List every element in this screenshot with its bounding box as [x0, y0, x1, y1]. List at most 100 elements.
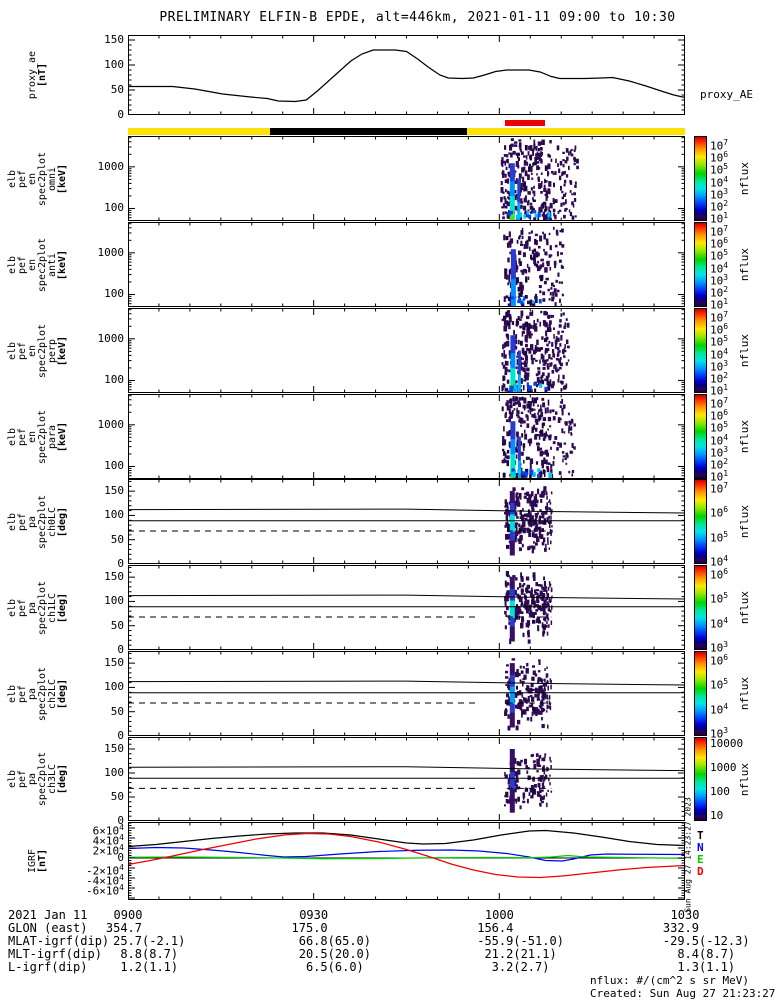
colorbar-pa_ch1LC — [694, 565, 707, 650]
axis-label-text-proxy_ae: proxy_ae [nT] — [27, 51, 48, 99]
superscript: 7 — [723, 396, 729, 405]
colorbar-label-en_omni: 102 — [710, 198, 729, 214]
orbit-bar-segment — [270, 128, 467, 135]
nflux-label: nflux — [738, 333, 752, 368]
footer-value: 8.8 — [120, 947, 142, 961]
colorbar-label-pa_ch2LC: 106 — [710, 653, 729, 668]
superscript: 2 — [723, 198, 729, 208]
ytick-label-pa_ch1LC: 50 — [110, 618, 124, 632]
created-timestamp-note: Created: Sun Aug 27 21:23:27 2023 — [590, 987, 775, 1000]
superscript: 6 — [723, 408, 729, 418]
footer-value-paren: (-2.1) — [142, 934, 186, 948]
axis-label-text-pa_ch3LC: elb pef pa spec2plot ch3LC [deg] — [7, 752, 68, 806]
panel-pa_ch0LC — [128, 479, 685, 564]
ytick-label-igrf: -4×104 — [86, 873, 124, 888]
panel-en_para — [128, 394, 685, 479]
vertical-timestamp: Sun Aug 27 14:23:27 2023 — [683, 797, 693, 913]
footer-value-paren: (6.0) — [327, 960, 364, 974]
colorbar-label-pa_ch2LC: 105 — [710, 677, 729, 692]
superscript: 5 — [723, 591, 729, 601]
superscript: 5 — [723, 529, 729, 539]
footer-value: 66.8 — [298, 934, 328, 948]
colorbar-title-pa_ch2LC: nflux — [736, 651, 754, 736]
ytick-label-igrf: 4×104 — [92, 833, 124, 848]
superscript: 1 — [723, 211, 729, 220]
axis-label-pa_ch2LC: elb pef pa spec2plot ch2LC [deg] — [4, 651, 72, 736]
axis-label-pa_ch0LC: elb pef pa spec2plot ch0LC [deg] — [4, 479, 72, 564]
axis-label-en_anti: elb pef en spec2plot anti [keV] — [4, 222, 72, 307]
axis-unit-label: [keV] — [57, 335, 68, 366]
axis-unit-label: [deg] — [57, 763, 68, 795]
colorbar-label-en_anti: 107 — [710, 224, 729, 239]
colorbar-label-en_perp: 105 — [710, 334, 729, 349]
superscript: 4 — [723, 260, 729, 270]
superscript: 1 — [723, 297, 729, 306]
axis-label-text-igrf: IGRF [nT] — [27, 849, 48, 873]
superscript: 4 — [723, 554, 729, 563]
colorbar-label-pa_ch3LC: 1000 — [710, 761, 737, 774]
footer-value-paren: (65.0) — [327, 934, 371, 948]
colorbar-label-pa_ch2LC: 103 — [710, 726, 729, 741]
ytick-label-pa_ch3LC: 150 — [104, 742, 124, 755]
colorbar-title-en_perp: nflux — [736, 308, 754, 393]
footer-value: -29.5 — [662, 934, 699, 948]
colorbar-label-en_perp: 102 — [710, 370, 729, 386]
ytick-label-proxy_ae: 100 — [104, 58, 124, 71]
burst-interval-marker — [505, 120, 545, 126]
superscript: 7 — [723, 481, 729, 490]
ytick-label-pa_ch2LC: 100 — [104, 680, 124, 694]
superscript: 5 — [723, 420, 729, 430]
colorbar-label-en_perp: 101 — [710, 383, 729, 398]
superscript: 4 — [119, 863, 124, 872]
axis-label-en_perp: elb pef en spec2plot perp [keV] — [4, 308, 72, 393]
superscript: 4 — [723, 615, 729, 625]
ytick-label-en_para: 100 — [104, 459, 124, 473]
superscript: 6 — [723, 567, 729, 576]
ytick-label-pa_ch1LC: 0 — [117, 643, 124, 656]
footer-value: 3.2 — [491, 960, 514, 974]
colorbar-label-pa_ch1LC: 106 — [710, 567, 729, 582]
footer-value-paren: (-12.3) — [699, 934, 750, 948]
footer-value: -55.9 — [477, 934, 514, 948]
colorbar-label-pa_ch0LC: 104 — [710, 554, 729, 569]
superscript: 7 — [723, 310, 729, 319]
panel-pa_ch3LC — [128, 737, 685, 821]
panel-en_anti — [128, 222, 685, 307]
colorbar-label-pa_ch0LC: 105 — [710, 529, 729, 545]
panel-igrf — [128, 822, 685, 900]
colorbar-label-pa_ch2LC: 104 — [710, 701, 729, 717]
colorbar-label-en_perp: 107 — [710, 310, 729, 325]
ytick-label-igrf: 2×104 — [92, 843, 124, 858]
ytick-label-proxy_ae: 50 — [110, 83, 124, 96]
ytick-label-en_perp: 1000 — [97, 331, 125, 345]
superscript: 4 — [723, 701, 729, 711]
ytick-label-pa_ch0LC: 0 — [117, 557, 124, 570]
colorbar-label-en_anti: 101 — [710, 297, 729, 312]
igrf-legend-T: T — [697, 829, 704, 842]
panel-pa_ch2LC — [128, 651, 685, 736]
axis-unit-label: [keV] — [57, 249, 68, 280]
colorbar-label-en_omni: 101 — [710, 211, 729, 226]
footer-value: 1.2 — [120, 960, 142, 974]
axis-label-text-en_omni: elb pef en spec2plot omni [keV] — [7, 151, 68, 205]
superscript: 5 — [723, 334, 729, 344]
ytick-label-pa_ch3LC: 50 — [110, 790, 124, 803]
footer-value-paren: (2.7) — [513, 960, 550, 974]
ytick-label-proxy_ae: 150 — [104, 33, 124, 46]
colorbar-label-en_perp: 103 — [710, 358, 729, 374]
footer-row-label: MLT-igrf(dip) — [8, 947, 102, 961]
footer-value: 20.5 — [298, 947, 328, 961]
colorbar-pa_ch0LC — [694, 479, 707, 564]
proxy-ae-legend-label: proxy_AE — [700, 88, 753, 101]
axis-label-text-pa_ch0LC: elb pef pa spec2plot ch0LC [deg] — [7, 494, 68, 548]
igrf-legend-N: N — [697, 841, 704, 854]
footer-value: 8.4 — [677, 947, 699, 961]
xtick-time-label: 1000 — [484, 908, 514, 922]
axis-label-pa_ch3LC: elb pef pa spec2plot ch3LC [deg] — [4, 737, 72, 821]
footer-value: 332.9 — [662, 921, 699, 935]
superscript: 4 — [119, 873, 124, 882]
ytick-label-en_omni: 1000 — [97, 159, 125, 173]
colorbar-label-en_omni: 105 — [710, 162, 729, 177]
footer-value: 175.0 — [291, 921, 328, 935]
